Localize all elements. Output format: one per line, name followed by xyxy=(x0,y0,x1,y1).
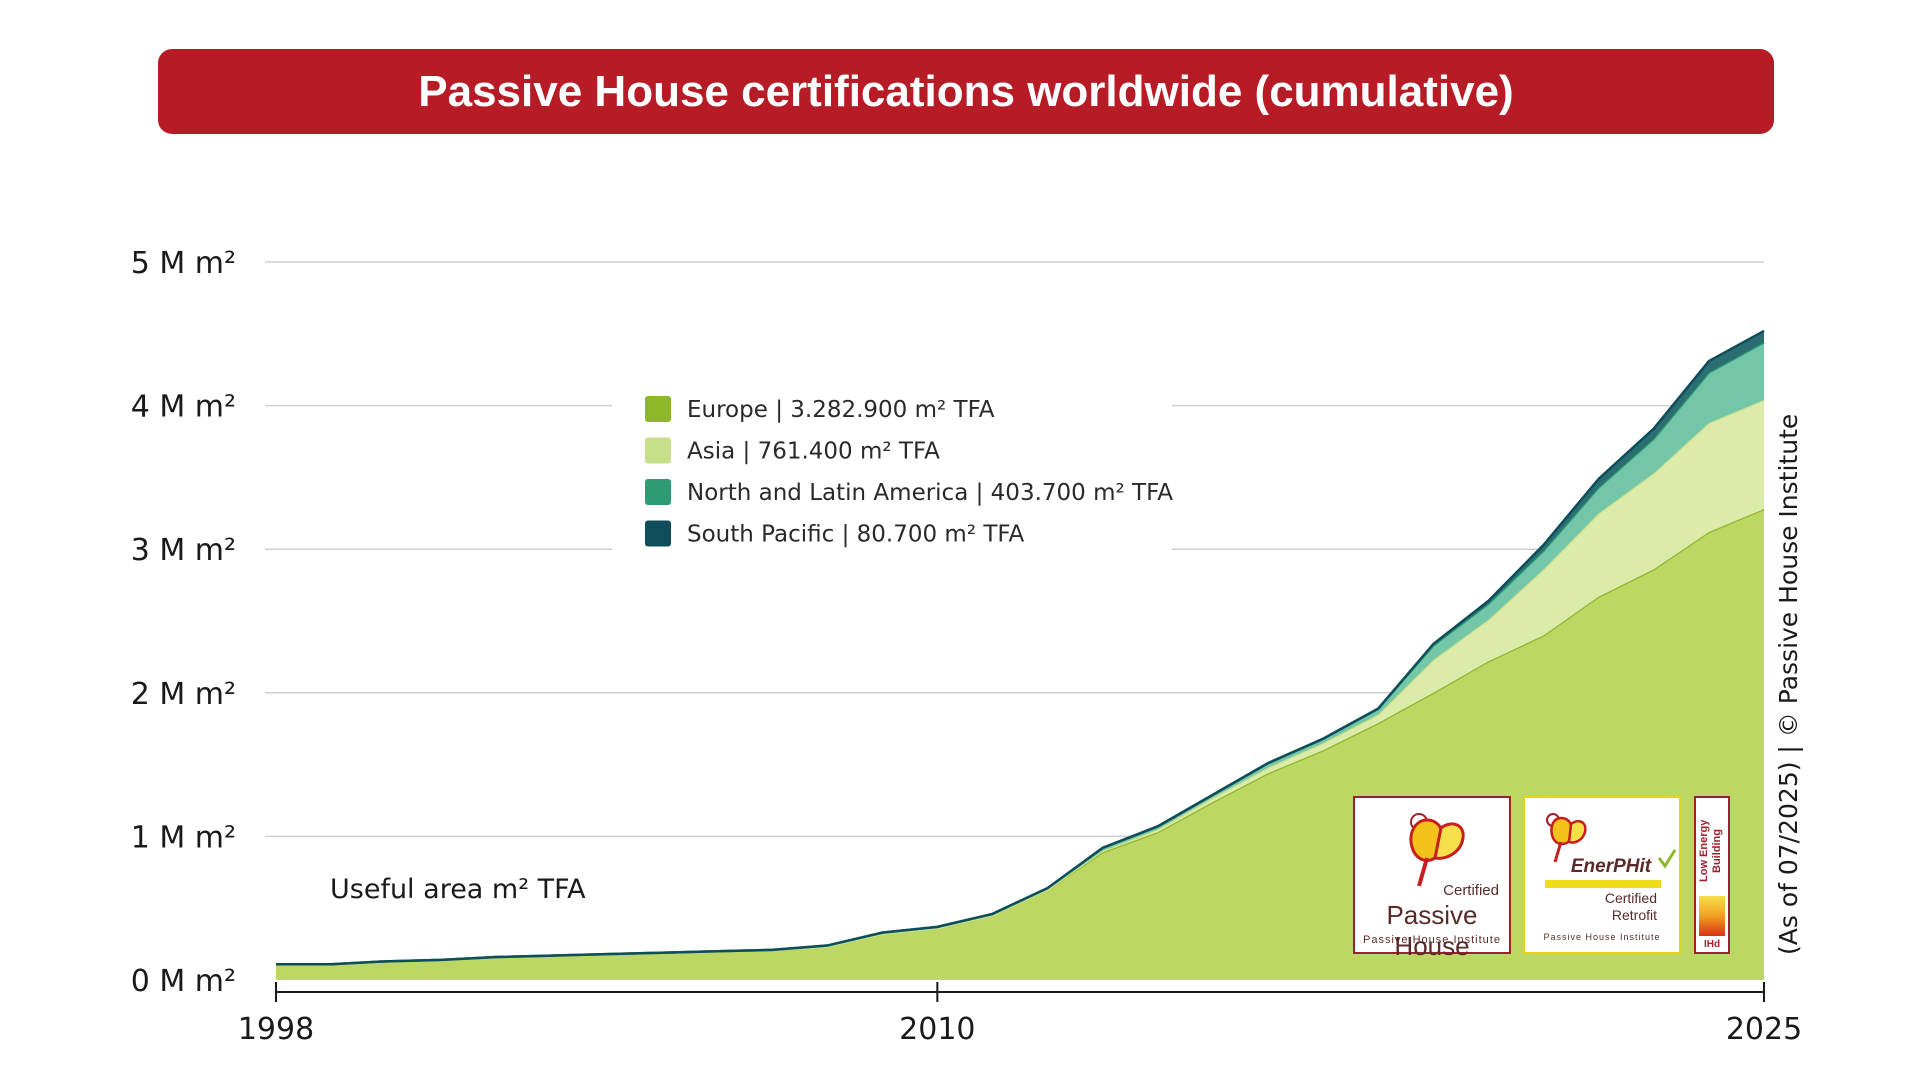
enerphit-certified-label: Certified Retrofit xyxy=(1525,890,1679,924)
y-tick-label: 0 M m² xyxy=(131,964,236,999)
ph-institute-label: Passive House Institute xyxy=(1363,934,1501,946)
x-tick-label: 2025 xyxy=(1726,1012,1802,1047)
legend-swatch xyxy=(645,520,671,547)
legend-swatch xyxy=(645,479,671,505)
low-energy-gradient-icon xyxy=(1699,896,1725,936)
legend: Europe | 3.282.900 m² TFA Asia | 761.400 … xyxy=(612,380,1173,552)
passive-house-logo: Certified Passive House Passive House In… xyxy=(1353,796,1511,961)
title-banner: Passive House certifications worldwide (… xyxy=(158,49,1774,134)
ep-retrofit: Retrofit xyxy=(1611,907,1657,923)
y-tick-label: 5 M m² xyxy=(131,246,236,281)
low-energy-label: Low Energy Building xyxy=(1698,819,1723,883)
ihd-label: IHd xyxy=(1703,939,1721,950)
passive-house-symbol-icon xyxy=(1409,813,1465,887)
y-tick-label: 4 M m² xyxy=(131,390,236,425)
x-tick-label: 1998 xyxy=(238,1012,314,1047)
legend-label: South Pacific | 80.700 m² TFA xyxy=(687,522,1025,548)
area-edge-3 xyxy=(276,329,1765,966)
y-tick-label: 3 M m² xyxy=(131,533,236,568)
enerphit-institute-label: Passive House Institute xyxy=(1543,932,1661,942)
legend-label: Europe | 3.282.900 m² TFA xyxy=(687,397,995,423)
ph-certified-label: Certified xyxy=(1443,882,1499,899)
legend-swatch xyxy=(645,396,671,422)
enerphit-symbol-icon xyxy=(1545,813,1677,888)
enerphit-name-label: EnerPHit xyxy=(1570,856,1652,877)
ph-name-label: Passive House xyxy=(1386,900,1478,961)
ep-certified: Certified xyxy=(1604,890,1657,906)
y-tick-label: 2 M m² xyxy=(131,677,236,712)
y-tick-label: 1 M m² xyxy=(131,820,236,855)
legend-swatch xyxy=(645,437,671,464)
unit-note: Useful area m² TFA xyxy=(330,874,586,905)
enerphit-logo: EnerPHit Certified Retrofit Passive House… xyxy=(1523,796,1681,954)
axes: 1998 2010 2025 xyxy=(238,982,1802,1047)
legend-background xyxy=(612,380,1172,552)
low-energy-building-logo: Low Energy Building IHd xyxy=(1694,796,1730,954)
x-tick-label: 2010 xyxy=(899,1012,975,1047)
legend-label: Asia | 761.400 m² TFA xyxy=(687,439,940,465)
chart-title: Passive House certifications worldwide (… xyxy=(418,66,1514,116)
credit-text: (As of 07/2025) | © Passive House Instit… xyxy=(1774,414,1803,955)
legend-label: North and Latin America | 403.700 m² TFA xyxy=(687,480,1173,506)
